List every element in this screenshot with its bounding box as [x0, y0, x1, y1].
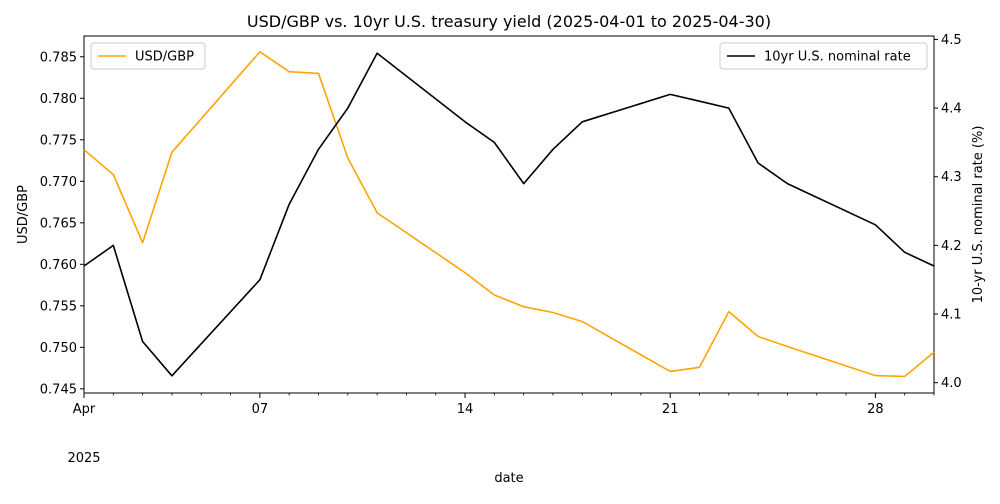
legend-usd-gbp: USD/GBP — [90, 42, 206, 70]
left-y-axis-label: USD/GBP — [16, 185, 31, 244]
x-tick-sublabel: 2025 — [67, 451, 100, 466]
right-y-tick-label: 4.0 — [941, 376, 962, 391]
plot-frame — [83, 35, 935, 394]
left-y-tick-label: 0.765 — [40, 216, 77, 231]
series-line-us-10yr-rate — [83, 52, 935, 377]
right-y-axis-label: 10-yr U.S. nominal rate (%) — [971, 126, 986, 304]
left-y-tick-label: 0.750 — [40, 341, 77, 356]
legend-us-10yr-rate: 10yr U.S. nominal rate — [719, 42, 928, 70]
right-y-tick-label: 4.3 — [941, 170, 962, 185]
legend-box — [90, 42, 206, 70]
x-axis-label: date — [494, 471, 523, 486]
x-tick-label: 21 — [662, 402, 679, 417]
x-tick-label: 14 — [457, 402, 474, 417]
legend-label: 10yr U.S. nominal rate — [764, 50, 911, 65]
chart-title: USD/GBP vs. 10yr U.S. treasury yield (20… — [247, 12, 771, 31]
legend-label: USD/GBP — [135, 50, 194, 65]
right-y-tick-label: 4.2 — [941, 239, 962, 254]
right-y-tick-label: 4.1 — [941, 308, 962, 323]
right-y-tick-label: 4.5 — [941, 33, 962, 48]
left-y-tick-label: 0.745 — [40, 382, 77, 397]
left-y-tick-label: 0.785 — [40, 50, 77, 65]
left-y-tick-label: 0.760 — [40, 258, 77, 273]
left-y-tick-label: 0.770 — [40, 175, 77, 190]
left-y-tick-label: 0.775 — [40, 133, 77, 148]
legend-box — [719, 42, 928, 70]
x-tick-label: Apr — [73, 402, 96, 417]
x-tick-label: 07 — [252, 402, 269, 417]
right-y-tick-label: 4.4 — [941, 102, 962, 117]
left-y-tick-label: 0.780 — [40, 92, 77, 107]
x-tick-label: 28 — [867, 402, 884, 417]
left-y-tick-label: 0.755 — [40, 299, 77, 314]
series-line-usd-gbp — [83, 50, 935, 378]
